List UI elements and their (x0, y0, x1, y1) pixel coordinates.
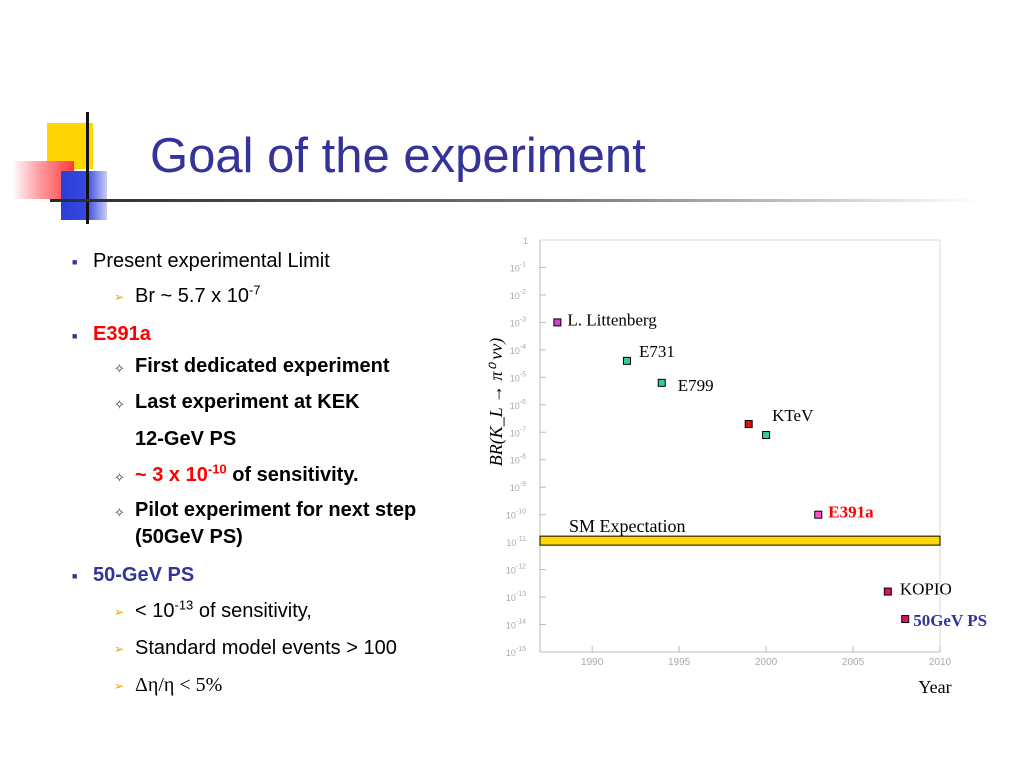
arrow-bullet-icon: ➢ (114, 642, 125, 656)
y-tick-label: 10-1 (510, 261, 526, 273)
y-tick-label: 10-5 (510, 371, 526, 383)
y-tick-label: 10-9 (510, 481, 526, 493)
x-axis-label: Year (918, 677, 951, 697)
sensitivity-value-base: 3 x 10 (152, 464, 208, 486)
y-tick-exponent: -5 (520, 371, 526, 378)
y-tick-label: 10-13 (506, 591, 526, 603)
y-tick-label: 10-14 (506, 619, 526, 631)
y-tick-label: 10-6 (510, 399, 526, 411)
slide-title: Goal of the experiment (150, 129, 646, 183)
y-tick-exponent: -6 (520, 399, 526, 406)
y-tick-label: 10-3 (510, 316, 526, 328)
y-axis-label: BR(K_L → π⁰ νν) (486, 338, 507, 466)
y-tick-label: 10-4 (510, 344, 526, 356)
ps50-sensitivity: < 10-13 of sensitivity, (135, 597, 312, 623)
x-tick-label: 1995 (668, 657, 691, 668)
data-point-marker (883, 587, 892, 596)
data-point-marker (657, 378, 666, 387)
pilot-line-1: Pilot experiment for next step (135, 499, 417, 521)
data-point-marker (622, 356, 631, 365)
sensitivity-value-exp: -10 (207, 461, 227, 477)
data-point-label: E391a (828, 503, 874, 522)
data-point-label: KOPIO (900, 580, 952, 599)
y-tick-exponent: -15 (516, 646, 526, 653)
y-tick-exponent: -10 (516, 509, 526, 516)
ps50-events: Standard model events > 100 (135, 637, 397, 659)
limit-value: Br ~ 5.7 x 10-7 (135, 282, 261, 308)
e391a-item-ps: 12-GeV PS (135, 428, 237, 450)
x-ticks: 1990 1995 2000 2005 2010 (581, 646, 952, 668)
y-tick-exponent: -2 (520, 289, 526, 296)
diamond-bullet-icon: ✧ (114, 397, 125, 412)
data-point-marker (553, 318, 562, 327)
y-tick-label: 10-8 (510, 454, 526, 466)
diamond-bullet-icon: ✧ (114, 505, 125, 520)
x-tick-label: 2010 (929, 657, 952, 668)
ps50-heading: 50-GeV PS (93, 564, 195, 586)
data-point-marker (744, 420, 753, 429)
arrow-bullet-icon: ➢ (114, 605, 125, 619)
data-point-label: L. Littenberg (567, 310, 657, 329)
ps50-sens-base: < 10 (135, 600, 175, 622)
data-point-label: 50GeV PS (913, 611, 987, 630)
y-tick-label: 10-12 (506, 564, 526, 576)
diamond-bullet-icon: ✧ (114, 470, 125, 485)
y-tick-label: 10-11 (506, 536, 526, 548)
data-point-marker (901, 615, 910, 624)
ps50-resolution: Δη/η < 5% (135, 674, 223, 696)
y-tick-label: 10-2 (510, 289, 526, 301)
sm-expectation-label: SM Expectation (569, 516, 685, 536)
y-tick-label: 1 (523, 236, 528, 246)
y-tick-exponent: -3 (520, 316, 526, 323)
title-underline (50, 199, 980, 202)
y-tick-exponent: -1 (520, 261, 526, 268)
e391a-item-first: First dedicated experiment (135, 355, 390, 377)
limit-value-base: Br ~ 5.7 x 10 (135, 285, 249, 307)
e391a-sensitivity: ~ 3 x 10-10 of sensitivity. (135, 461, 359, 487)
x-tick-label: 2000 (755, 657, 778, 668)
data-point-label: E731 (639, 342, 675, 361)
sm-expectation-band (539, 535, 941, 546)
y-tick-exponent: -7 (520, 426, 526, 433)
limit-value-exp: -7 (248, 282, 261, 298)
title-decoration-blue-square (61, 171, 107, 220)
limit-heading: Present experimental Limit (93, 250, 330, 272)
ps50-sens-exp: -13 (174, 597, 194, 613)
arrow-bullet-icon: ➢ (114, 290, 125, 304)
e391a-heading: E391a (93, 323, 151, 345)
title-decoration-vertical-line (86, 112, 89, 224)
y-tick-label: 10-7 (510, 426, 526, 438)
e391a-item-last: Last experiment at KEK (135, 391, 360, 413)
y-tick-label: 10-10 (506, 509, 526, 521)
square-bullet-icon: ■ (72, 331, 78, 341)
y-tick-exponent: -8 (520, 454, 526, 461)
y-tick-exponent: -9 (520, 481, 526, 488)
data-point-marker (814, 510, 823, 519)
y-tick-exponent: -4 (520, 344, 526, 351)
y-tick-exponent: -14 (516, 619, 526, 626)
branching-ratio-chart: 1 10-1 10-2 10-3 10-4 10-5 10-6 10-7 10-8 10-9 10-… (486, 236, 987, 697)
pilot-line-2: (50GeV PS) (135, 526, 243, 548)
arrow-bullet-icon: ➢ (114, 679, 125, 693)
plot-frame (539, 239, 941, 653)
x-tick-label: 2005 (842, 657, 865, 668)
diamond-bullet-icon: ✧ (114, 361, 125, 376)
square-bullet-icon: ■ (72, 571, 78, 581)
data-point-marker (762, 431, 771, 440)
ps50-sens-suffix: of sensitivity, (193, 600, 312, 622)
y-tick-label: 10-15 (506, 646, 526, 658)
x-tick-label: 1990 (581, 657, 604, 668)
y-tick-exponent: -13 (516, 591, 526, 598)
data-point-label: KTeV (772, 406, 814, 425)
square-bullet-icon: ■ (72, 257, 78, 267)
sensitivity-prefix: ~ (135, 464, 153, 486)
y-tick-exponent: -12 (516, 564, 526, 571)
y-tick-exponent: -11 (516, 536, 526, 543)
sensitivity-suffix: of sensitivity. (226, 464, 359, 486)
data-point-label: E799 (678, 376, 714, 395)
